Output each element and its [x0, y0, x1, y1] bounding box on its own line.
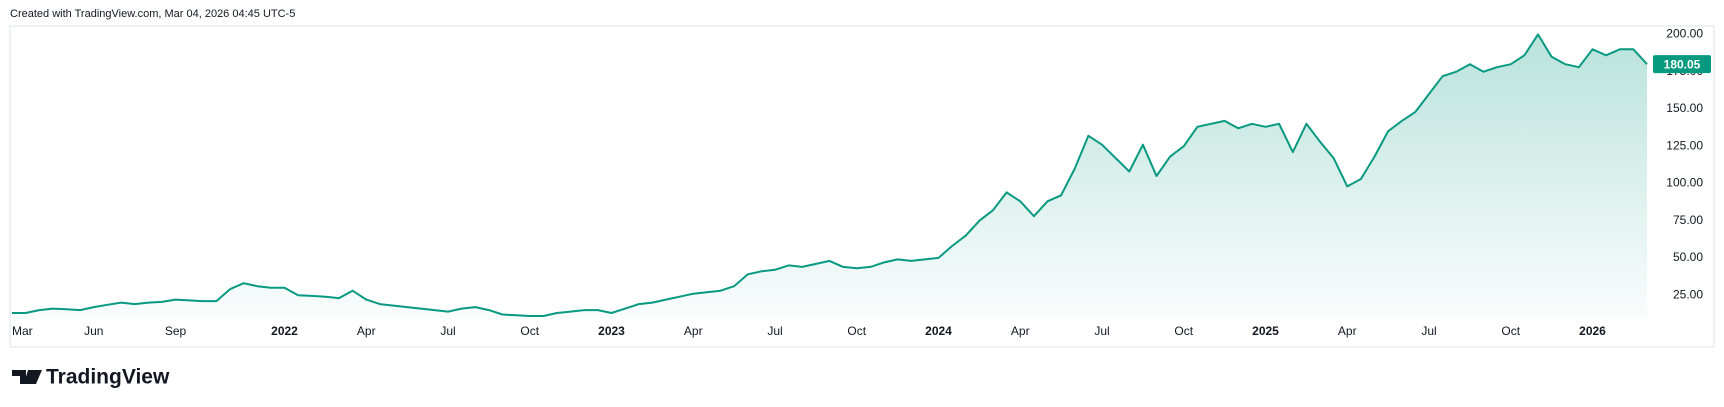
area	[12, 34, 1647, 320]
x-tick-label: 2023	[598, 324, 625, 338]
x-tick-label: 2022	[271, 324, 298, 338]
x-tick-label: 2026	[1579, 324, 1606, 338]
y-tick-label: 150.00	[1666, 101, 1703, 115]
x-tick-label: Jul	[1094, 324, 1109, 338]
y-tick-label: 100.00	[1666, 176, 1703, 190]
x-tick-label: 2024	[925, 324, 952, 338]
y-tick-label: 125.00	[1666, 138, 1703, 152]
last-price-label: 180.05	[1664, 57, 1701, 71]
x-tick-label: Oct	[520, 324, 539, 338]
x-tick-label: Apr	[684, 324, 703, 338]
y-tick-label: 200.00	[1666, 27, 1703, 41]
x-tick-label: Oct	[1501, 324, 1520, 338]
brand: TradingView	[46, 366, 170, 389]
x-tick-label: Apr	[1011, 324, 1030, 338]
y-tick-label: 50.00	[1673, 250, 1703, 264]
logo-mark	[12, 370, 42, 384]
x-tick-label: Jun	[84, 324, 103, 338]
caption: Created with TradingView.com, Mar 04, 20…	[10, 8, 295, 20]
x-tick-label: Apr	[1338, 324, 1357, 338]
y-tick-label: 75.00	[1673, 213, 1703, 227]
x-tick-label: Jul	[440, 324, 455, 338]
last-price-badge	[1653, 55, 1711, 74]
chart-frame	[9, 25, 1715, 348]
x-tick-label: Sep	[165, 324, 187, 338]
x-tick-label: Jul	[767, 324, 782, 338]
x-tick-label: Oct	[847, 324, 866, 338]
x-tick-label: Mar	[12, 324, 33, 338]
x-tick-label: Oct	[1174, 324, 1193, 338]
x-tick-label: Jul	[1421, 324, 1436, 338]
x-tick-label: Apr	[357, 324, 376, 338]
line	[12, 33, 1648, 317]
logo: TradingView	[12, 366, 170, 389]
x-tick-label: 2025	[1252, 324, 1279, 338]
y-tick-label: 25.00	[1673, 287, 1703, 301]
